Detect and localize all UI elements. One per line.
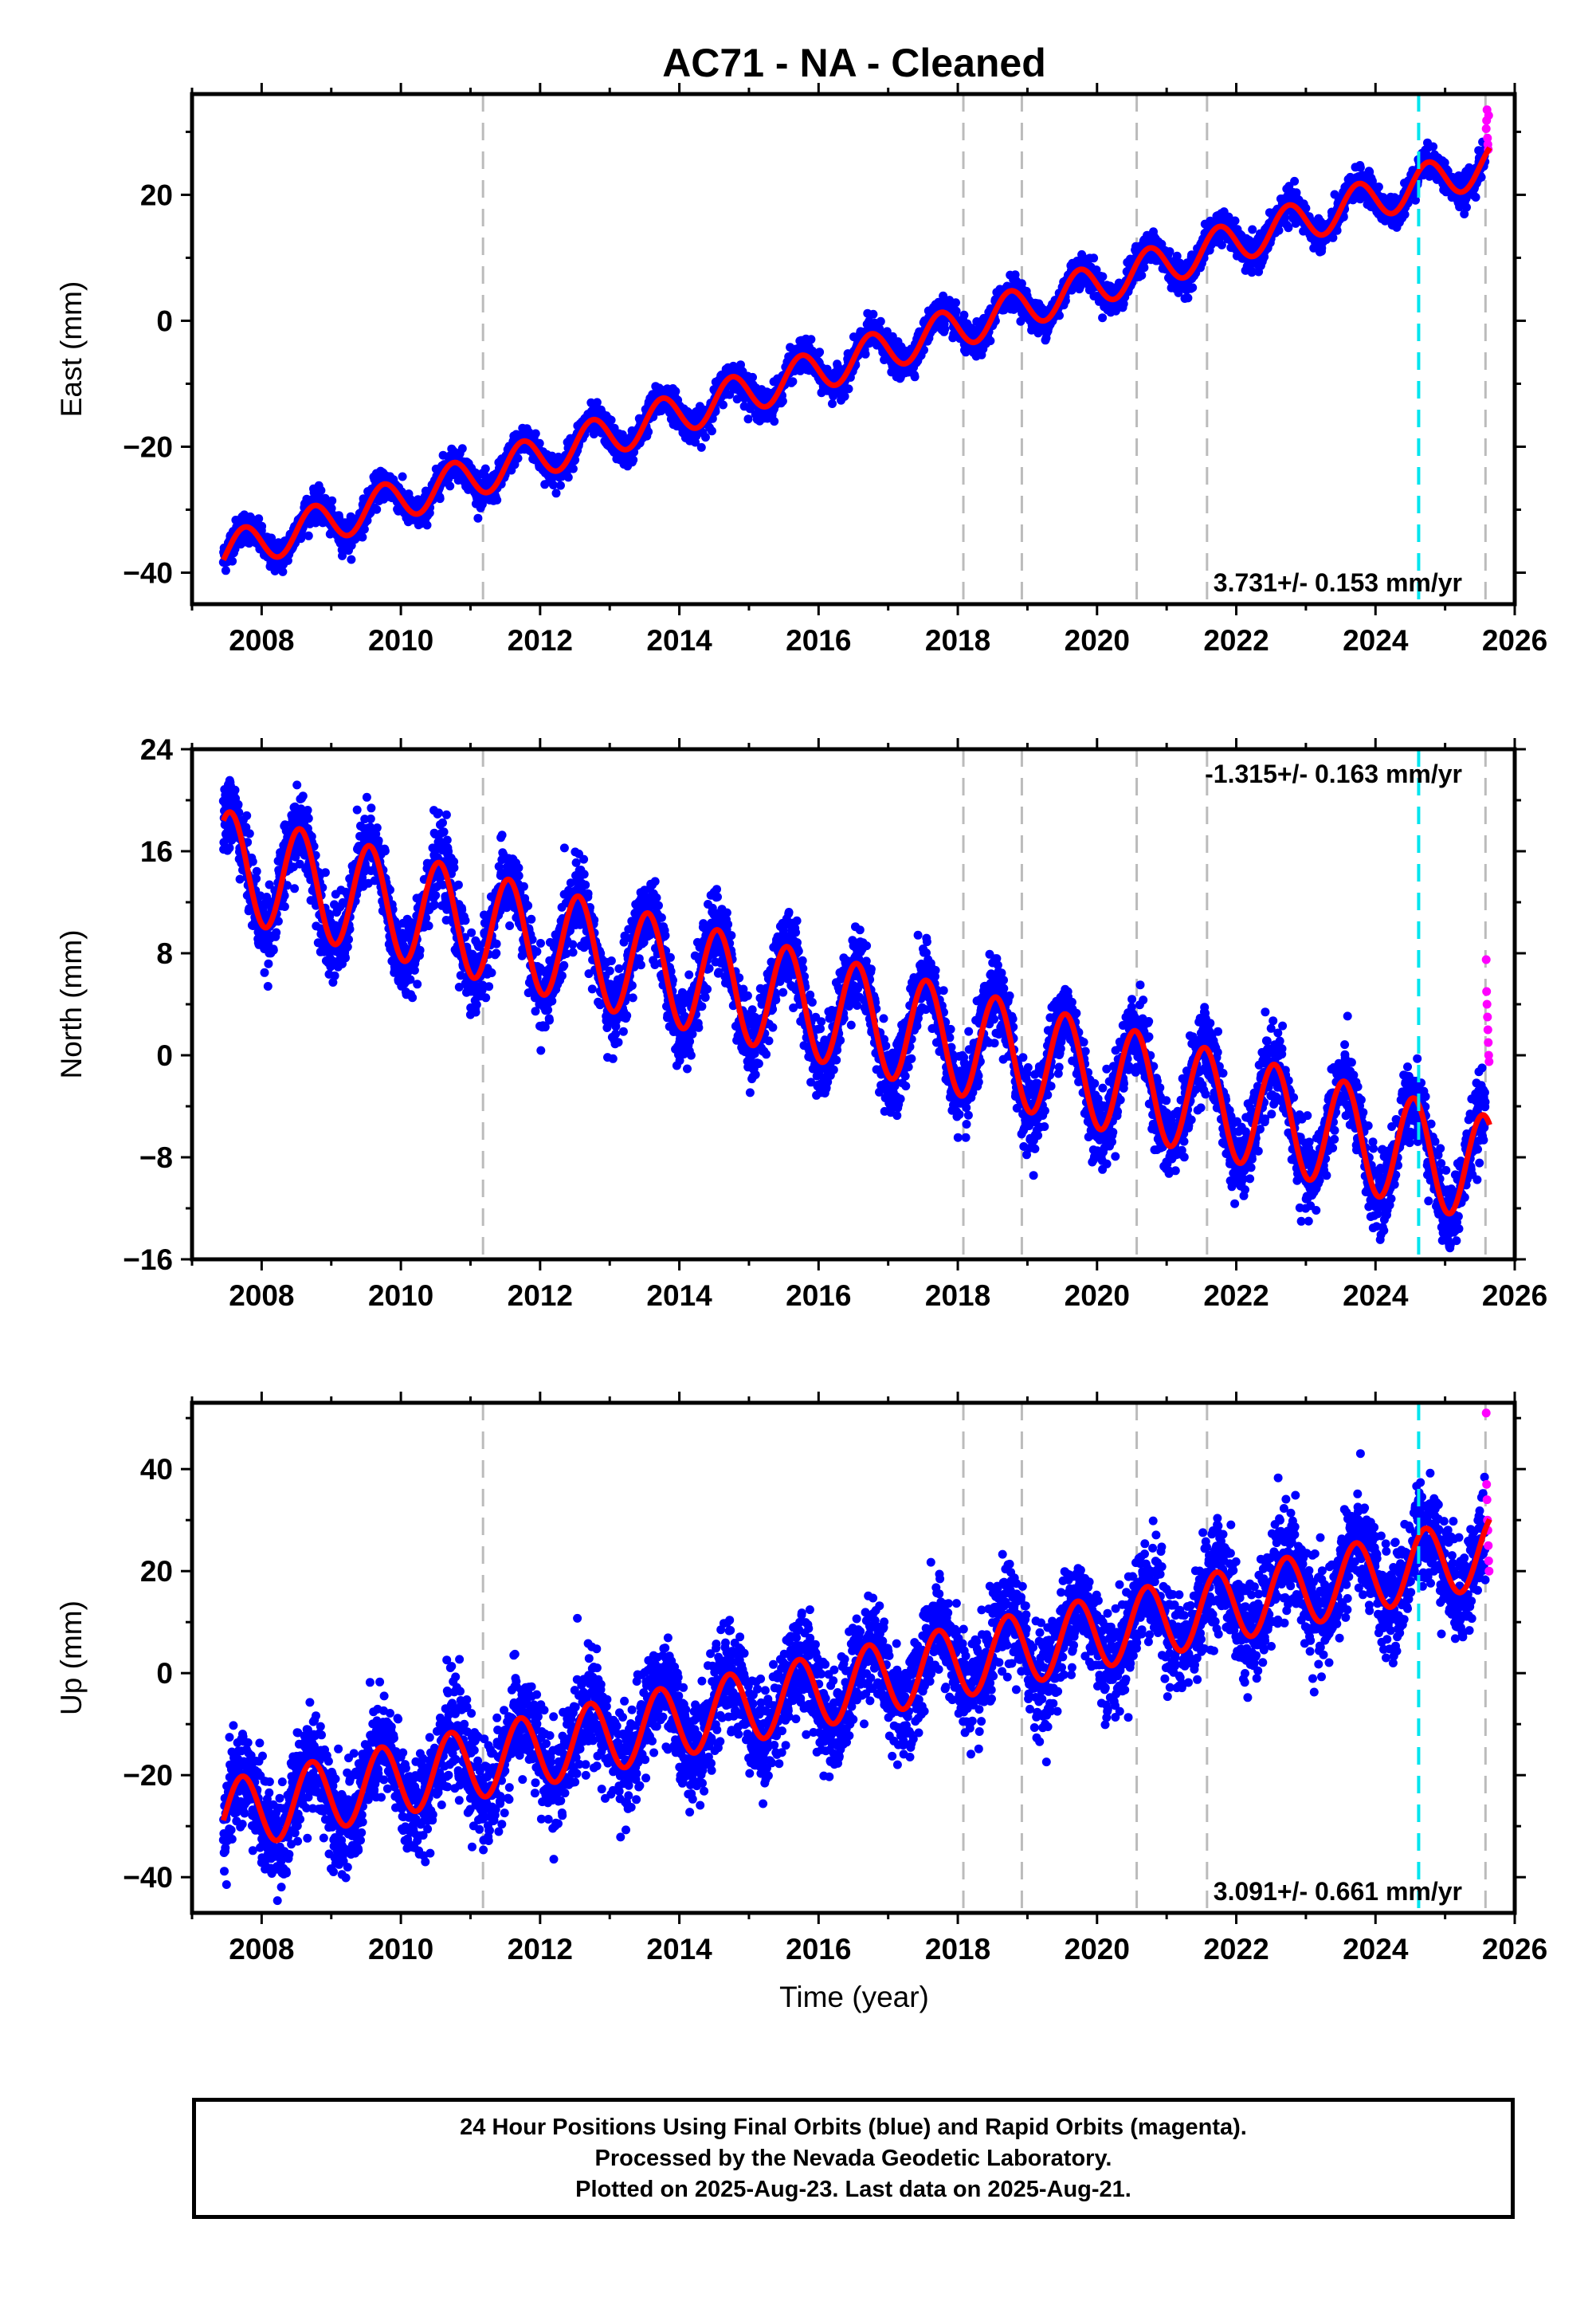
final-orbit-point (563, 473, 573, 482)
final-orbit-point (778, 396, 787, 406)
final-orbit-point (1284, 223, 1293, 233)
final-orbit-point (445, 481, 455, 491)
final-orbit-point (861, 349, 870, 359)
final-orbit-point (1230, 216, 1240, 226)
final-orbit-point (278, 567, 288, 576)
final-orbit-point (1290, 176, 1300, 186)
east-panel: 2008 2010 2012 2014 2016 2018 2020 2022 2024 2026… (55, 83, 1547, 657)
final-orbit-point (592, 398, 602, 407)
final-orbit-point (1098, 272, 1108, 281)
final-orbit-point (707, 426, 716, 436)
final-orbit-point (221, 566, 230, 575)
final-orbit-point (254, 514, 264, 524)
final-orbit-point (1137, 271, 1147, 280)
final-orbit-point (372, 505, 382, 514)
final-orbit-point (629, 455, 638, 465)
final-orbit-point (1165, 247, 1174, 257)
final-orbit-point (1183, 293, 1193, 303)
final-orbit-point (422, 520, 432, 530)
final-orbit-point (257, 521, 267, 531)
final-orbit-point (788, 377, 798, 387)
final-orbit-point (548, 481, 558, 489)
final-orbit-point (358, 532, 367, 542)
final-orbit-point (228, 556, 237, 566)
final-orbit-point (316, 485, 326, 495)
final-orbit-point (815, 348, 825, 357)
final-orbit-point (457, 444, 467, 454)
final-orbit-point (701, 433, 710, 442)
final-orbit-point (304, 531, 313, 540)
final-orbit-point (719, 400, 727, 410)
final-orbit-point (940, 324, 950, 334)
final-orbit-point (398, 472, 407, 481)
final-orbit-point (556, 481, 565, 490)
final-orbit-point (876, 316, 885, 326)
final-orbit-point (869, 309, 878, 319)
final-orbit-point (571, 455, 580, 465)
final-orbit-point (1248, 225, 1257, 234)
final-orbit-point (359, 524, 369, 534)
final-orbit-point (347, 555, 356, 564)
final-orbit-point (531, 429, 540, 438)
final-orbit-point (959, 310, 969, 320)
final-orbit-point (696, 442, 706, 452)
final-orbit-point (1355, 163, 1365, 172)
figure-title: AC71 - NA - Cleaned (662, 41, 1046, 85)
final-orbit-point (473, 513, 483, 523)
final-orbit-point (770, 417, 779, 426)
final-orbit-point (1374, 183, 1383, 191)
final-orbit-point (1188, 283, 1198, 293)
final-orbit-point (267, 533, 276, 543)
final-orbit-point (327, 496, 337, 505)
final-orbit-point (748, 372, 757, 382)
final-orbit-point (806, 335, 816, 344)
final-orbit-point (589, 430, 598, 439)
final-orbit-point (1098, 313, 1108, 323)
final-orbit-point (1429, 142, 1438, 151)
final-orbit-point (492, 495, 502, 505)
final-orbit-point (743, 414, 753, 424)
final-orbit-point (513, 454, 523, 463)
final-orbit-point (828, 399, 837, 408)
final-orbit-point (910, 372, 920, 382)
final-orbit-point (606, 415, 616, 425)
final-orbit-point (951, 298, 960, 308)
final-orbit-point (671, 387, 680, 396)
final-orbit-point (435, 494, 445, 504)
final-orbit-point (551, 489, 561, 498)
final-orbit-point (480, 464, 490, 473)
final-orbit-point (951, 306, 961, 316)
final-orbit-point (535, 438, 544, 448)
final-orbit-point (844, 384, 853, 394)
final-orbit-point (338, 551, 347, 560)
final-orbit-point (1089, 253, 1099, 263)
final-orbit-point (568, 464, 578, 473)
final-orbit-point (840, 391, 849, 401)
final-orbit-point (986, 336, 995, 346)
